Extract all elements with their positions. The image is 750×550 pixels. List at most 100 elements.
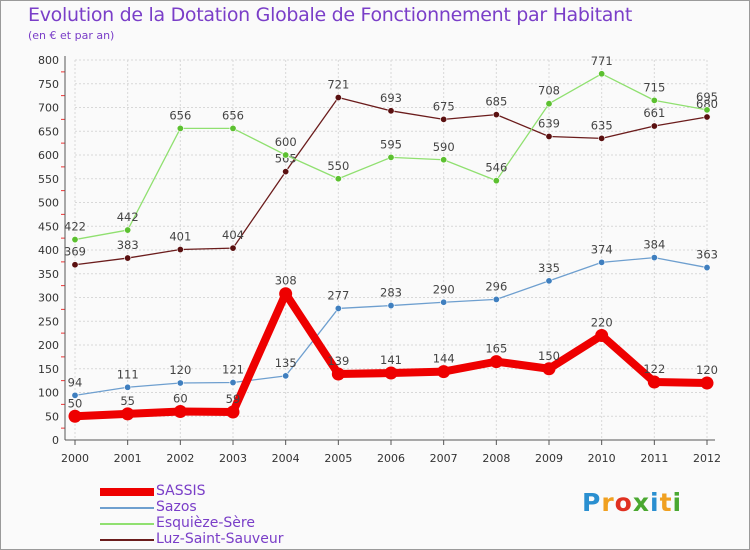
legend-swatch-luz-saint-sauveur [100,539,154,541]
data-point-esqui-ze-s-re [71,236,79,244]
data-point-sassis [68,409,82,423]
data-label-sassis: 120 [696,363,718,377]
y-tick-label: 100 [38,387,59,400]
y-tick-label: 200 [38,339,59,352]
data-label-sazos: 363 [696,248,718,262]
data-point-esqui-ze-s-re [229,124,237,132]
y-tick-label: 800 [38,54,59,67]
data-point-esqui-ze-s-re [387,153,395,161]
legend-swatch-sazos [100,507,154,509]
data-point-luz-saint-sauveur [176,246,184,254]
data-point-sassis [331,367,345,381]
data-label-esqui-ze-s-re: 708 [538,84,560,98]
y-tick-label: 350 [38,268,59,281]
data-label-luz-saint-sauveur: 369 [64,245,86,259]
data-point-luz-saint-sauveur [334,94,342,102]
data-label-luz-saint-sauveur: 639 [538,116,560,130]
y-tick-label: 550 [38,173,59,186]
data-point-sazos [387,302,395,310]
data-label-sazos: 277 [327,288,349,302]
data-point-sazos [440,298,448,306]
data-label-sazos: 296 [485,279,507,293]
data-point-luz-saint-sauveur [440,115,448,123]
logo-letter: i [650,488,660,517]
x-tick-label: 2005 [324,452,352,465]
data-label-esqui-ze-s-re: 550 [327,159,349,173]
chart-subtitle: (en € et par an) [28,29,115,42]
data-label-sassis: 308 [275,274,297,288]
y-tick-label: 650 [38,125,59,138]
data-point-esqui-ze-s-re [598,70,606,78]
data-label-sassis: 59 [226,392,241,406]
data-point-sazos [282,372,290,380]
x-tick-label: 2002 [166,452,194,465]
data-label-sassis: 50 [68,396,83,410]
data-label-esqui-ze-s-re: 656 [169,108,191,122]
data-label-sassis: 144 [433,352,455,366]
y-tick-label: 0 [52,434,59,447]
legend-swatch-sassis [100,488,154,496]
data-label-luz-saint-sauveur: 565 [275,152,297,166]
y-tick-label: 50 [45,410,59,423]
data-label-esqui-ze-s-re: 595 [380,137,402,151]
logo-letter: o [614,488,633,517]
data-label-sazos: 94 [68,375,83,389]
y-tick-label: 150 [38,363,59,376]
data-point-sassis [226,405,240,419]
legend-item-esquieze-sere: Esquièze-Sère [100,515,360,532]
y-tick-label: 450 [38,220,59,233]
logo-letter: x [632,488,650,517]
data-label-esqui-ze-s-re: 656 [222,108,244,122]
proxiti-logo: Proxiti [582,488,682,517]
data-label-sassis: 55 [120,394,135,408]
data-point-sassis [595,329,609,342]
data-label-sassis: 139 [327,354,349,368]
data-label-esqui-ze-s-re: 590 [433,140,455,154]
data-point-sazos [229,379,237,387]
data-label-sazos: 283 [380,286,402,300]
data-label-luz-saint-sauveur: 635 [591,118,613,132]
data-label-luz-saint-sauveur: 685 [485,95,507,109]
data-label-sazos: 374 [591,242,613,256]
x-tick-label: 2004 [272,452,300,465]
data-point-sazos [545,277,553,285]
data-point-esqui-ze-s-re [176,124,184,132]
data-point-sassis [173,405,187,418]
data-label-sassis: 220 [591,316,613,330]
y-tick-label: 750 [38,78,59,91]
data-point-sassis [384,366,398,380]
data-label-sassis: 150 [538,349,560,363]
logo-letter: i [672,488,683,517]
data-label-esqui-ze-s-re: 442 [117,210,139,224]
data-label-sassis: 122 [643,362,665,376]
data-label-sazos: 290 [433,282,455,296]
data-point-luz-saint-sauveur [492,111,500,119]
data-point-esqui-ze-s-re [440,156,448,164]
data-label-esqui-ze-s-re: 600 [275,135,297,149]
y-tick-label: 700 [38,102,59,115]
x-tick-label: 2006 [377,452,405,465]
line-chart: 0501001502002503003504004505005506006507… [38,54,721,465]
data-label-luz-saint-sauveur: 401 [169,230,191,244]
chart-title: Evolution de la Dotation Globale de Fonc… [28,4,633,26]
data-point-sassis [489,355,503,369]
data-label-esqui-ze-s-re: 715 [643,80,665,94]
y-tick-label: 500 [38,197,59,210]
legend-label-luz-saint-sauveur: Luz-Saint-Sauveur [156,531,284,547]
data-point-esqui-ze-s-re [545,100,553,108]
y-tick-label: 600 [38,149,59,162]
logo-letter: P [582,488,602,517]
x-tick-label: 2003 [219,452,247,465]
data-point-luz-saint-sauveur [282,168,290,176]
data-point-sazos [492,295,500,303]
data-point-sazos [71,391,79,399]
data-label-sassis: 141 [380,353,402,367]
logo-letter: r [601,488,615,517]
legend-item-sazos: Sazos [100,499,360,516]
data-label-sazos: 121 [222,363,244,377]
data-point-sazos [334,304,342,312]
data-label-luz-saint-sauveur: 675 [433,99,455,113]
data-label-luz-saint-sauveur: 383 [117,238,139,252]
data-label-esqui-ze-s-re: 422 [64,220,86,234]
